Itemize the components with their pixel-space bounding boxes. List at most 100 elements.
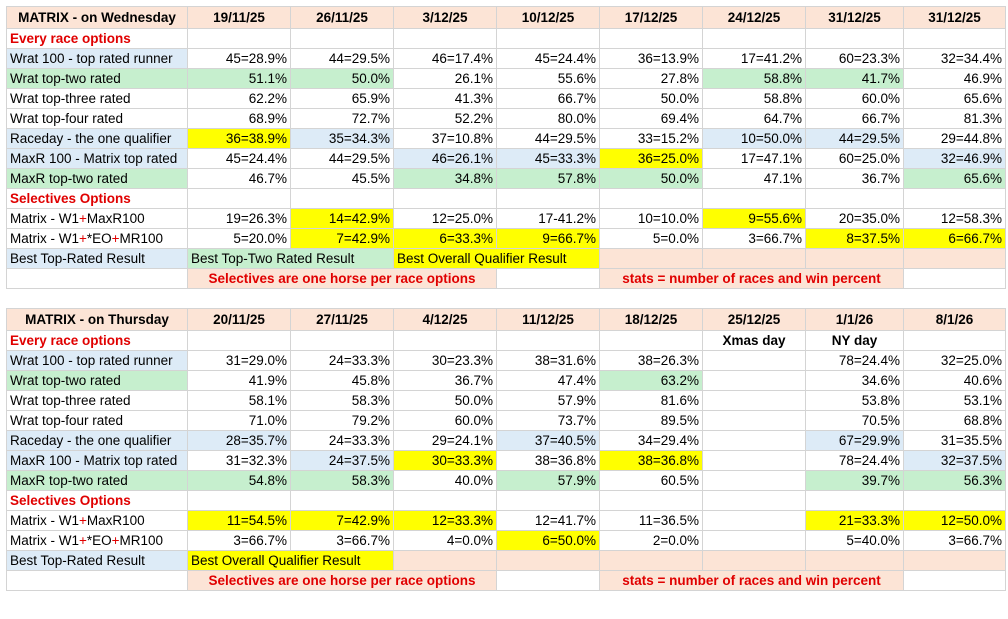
value-cell: 45.5% bbox=[290, 168, 394, 189]
value-cell: 3=66.7% bbox=[903, 530, 1006, 551]
value-cell: 56.3% bbox=[903, 470, 1006, 491]
row-label: Raceday - the one qualifier bbox=[6, 430, 188, 451]
value-cell: 44=29.5% bbox=[805, 128, 904, 149]
value-cell: 9=66.7% bbox=[496, 228, 600, 249]
value-cell: 37=40.5% bbox=[496, 430, 600, 451]
data-row: Wrat top-two rated 41.9% 45.8% 36.7% 47.4% 63… bbox=[6, 370, 1006, 391]
value-cell: 24=33.3% bbox=[290, 430, 394, 451]
value-cell: 8=37.5% bbox=[805, 228, 904, 249]
value-cell: 32=37.5% bbox=[903, 450, 1006, 471]
blank-cell bbox=[702, 550, 806, 571]
date-header: 18/12/25 bbox=[599, 308, 703, 331]
value-cell: 53.8% bbox=[805, 390, 904, 411]
value-cell: 60.0% bbox=[393, 410, 497, 431]
value-cell: 4=0.0% bbox=[393, 530, 497, 551]
value-cell bbox=[702, 350, 806, 371]
date-header: 31/12/25 bbox=[805, 6, 904, 29]
data-row: Selectives Options bbox=[6, 188, 1006, 209]
value-cell: 41.9% bbox=[187, 370, 291, 391]
value-cell bbox=[393, 28, 497, 49]
value-cell: 71.0% bbox=[187, 410, 291, 431]
value-cell: NY day bbox=[805, 330, 904, 351]
value-cell: 11=54.5% bbox=[187, 510, 291, 531]
date-header: 24/12/25 bbox=[702, 6, 806, 29]
date-header: 3/12/25 bbox=[393, 6, 497, 29]
legend-row: Best Top-Rated Result Best Top-Two Rated … bbox=[6, 248, 1006, 269]
data-row: Wrat top-three rated 62.2% 65.9% 41.3% 66.7%… bbox=[6, 88, 1006, 109]
value-cell: 44=29.5% bbox=[496, 128, 600, 149]
value-cell: 57.8% bbox=[496, 168, 600, 189]
row-label: Wrat top-two rated bbox=[6, 68, 188, 89]
data-row: Matrix - W1+*EO+MR100 3=66.7% 3=66.7% 4=0.0… bbox=[6, 530, 1006, 551]
value-cell: 52.2% bbox=[393, 108, 497, 129]
notes-row: Selectives are one horse per race option… bbox=[6, 268, 1006, 289]
value-cell: 5=0.0% bbox=[599, 228, 703, 249]
value-cell: 45.8% bbox=[290, 370, 394, 391]
date-header: 26/11/25 bbox=[290, 6, 394, 29]
value-cell bbox=[599, 188, 703, 209]
value-cell bbox=[496, 330, 600, 351]
value-cell: 58.8% bbox=[702, 68, 806, 89]
value-cell bbox=[702, 490, 806, 511]
blank-cell bbox=[496, 268, 600, 289]
note: Selectives are one horse per race option… bbox=[187, 268, 497, 289]
data-row: Wrat top-two rated 51.1% 50.0% 26.1% 55.6% 27… bbox=[6, 68, 1006, 89]
value-cell bbox=[290, 188, 394, 209]
value-cell: 47.4% bbox=[496, 370, 600, 391]
blank-cell bbox=[903, 248, 1006, 269]
value-cell bbox=[496, 188, 600, 209]
value-cell: 72.7% bbox=[290, 108, 394, 129]
value-cell: 6=66.7% bbox=[903, 228, 1006, 249]
value-cell: 50.0% bbox=[599, 88, 703, 109]
value-cell: 6=50.0% bbox=[496, 530, 600, 551]
date-header: 19/11/25 bbox=[187, 6, 291, 29]
value-cell: 35=34.3% bbox=[290, 128, 394, 149]
value-cell: 5=40.0% bbox=[805, 530, 904, 551]
value-cell bbox=[903, 188, 1006, 209]
value-cell: 39.7% bbox=[805, 470, 904, 491]
value-cell bbox=[702, 370, 806, 391]
data-row: Every race options bbox=[6, 28, 1006, 49]
blank-cell bbox=[805, 550, 904, 571]
data-row: Matrix - W1+MaxR100 19=26.3% 14=42.9% 12=25… bbox=[6, 208, 1006, 229]
data-row: Wrat 100 - top rated runner 31=29.0% 24=33… bbox=[6, 350, 1006, 371]
value-cell: 40.0% bbox=[393, 470, 497, 491]
value-cell: 31=32.3% bbox=[187, 450, 291, 471]
value-cell: 44=29.5% bbox=[290, 48, 394, 69]
row-label: Wrat 100 - top rated runner bbox=[6, 48, 188, 69]
spacer-row bbox=[6, 288, 1006, 309]
value-cell: 78=24.4% bbox=[805, 350, 904, 371]
blank-cell bbox=[599, 550, 703, 571]
value-cell: 64.7% bbox=[702, 108, 806, 129]
row-label: Matrix - W1+MaxR100 bbox=[6, 510, 188, 531]
value-cell: 11=36.5% bbox=[599, 510, 703, 531]
value-cell bbox=[702, 450, 806, 471]
data-row: MaxR top-two rated 46.7% 45.5% 34.8% 57.8% 50… bbox=[6, 168, 1006, 189]
value-cell: 68.9% bbox=[187, 108, 291, 129]
value-cell bbox=[393, 330, 497, 351]
value-cell: 89.5% bbox=[599, 410, 703, 431]
row-label: Wrat top-four rated bbox=[6, 108, 188, 129]
value-cell: 66.7% bbox=[805, 108, 904, 129]
blank-cell bbox=[187, 288, 291, 309]
row-label: Wrat 100 - top rated runner bbox=[6, 350, 188, 371]
value-cell bbox=[599, 330, 703, 351]
value-cell bbox=[496, 28, 600, 49]
blank-cell bbox=[903, 550, 1006, 571]
value-cell: 12=58.3% bbox=[903, 208, 1006, 229]
notes-row: Selectives are one horse per race option… bbox=[6, 570, 1006, 591]
value-cell: 57.9% bbox=[496, 390, 600, 411]
value-cell: 38=31.6% bbox=[496, 350, 600, 371]
value-cell: 58.1% bbox=[187, 390, 291, 411]
data-row: Matrix - W1+*EO+MR100 5=20.0% 7=42.9% 6=33.… bbox=[6, 228, 1006, 249]
value-cell bbox=[496, 490, 600, 511]
date-header: 1/1/26 bbox=[805, 308, 904, 331]
value-cell: 33=15.2% bbox=[599, 128, 703, 149]
date-header: 27/11/25 bbox=[290, 308, 394, 331]
value-cell: 54.8% bbox=[187, 470, 291, 491]
table-title: MATRIX - on Wednesday bbox=[6, 6, 188, 29]
value-cell bbox=[903, 490, 1006, 511]
value-cell: 63.2% bbox=[599, 370, 703, 391]
value-cell bbox=[290, 28, 394, 49]
value-cell: 46=17.4% bbox=[393, 48, 497, 69]
